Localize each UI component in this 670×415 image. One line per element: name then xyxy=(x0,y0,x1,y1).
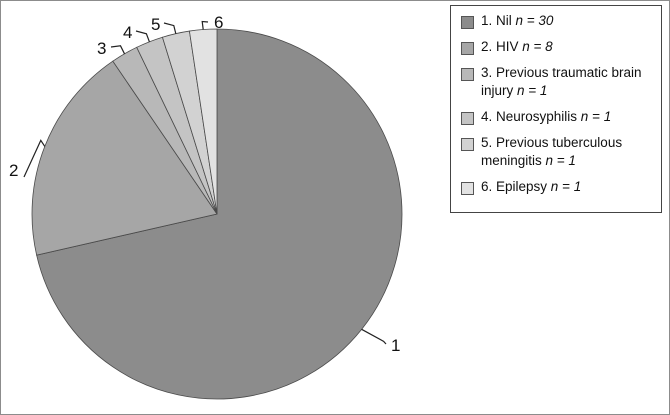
leader-line-5 xyxy=(163,22,177,34)
legend-swatch-2 xyxy=(461,42,474,55)
slice-label-2: 2 xyxy=(9,161,18,180)
legend-label: 3. Previous traumatic brain injury xyxy=(481,65,642,98)
legend-count: n = 1 xyxy=(580,109,612,124)
pie-slice-6 xyxy=(188,28,218,215)
legend-count: n = 30 xyxy=(515,13,554,28)
legend-count: n = 8 xyxy=(522,39,553,54)
legend-item-2: 2. HIV n = 8 xyxy=(461,38,655,56)
legend-swatch-4 xyxy=(461,112,474,125)
legend-swatch-6 xyxy=(461,182,474,195)
leader-line-3 xyxy=(110,45,126,55)
legend-count: n = 1 xyxy=(517,83,548,98)
leader-line-1 xyxy=(361,328,387,345)
legend: 1. Nil n = 30 2. HIV n = 8 3. Previous tra… xyxy=(450,5,662,213)
legend-item-6: 6. Epilepsy n = 1 xyxy=(461,178,655,196)
legend-label: 2. HIV xyxy=(481,39,523,54)
legend-text-1: 1. Nil n = 30 xyxy=(481,12,553,30)
leader-line-4 xyxy=(135,30,150,43)
legend-swatch-5 xyxy=(461,138,474,151)
legend-text-6: 6. Epilepsy n = 1 xyxy=(481,178,581,196)
slice-label-3: 3 xyxy=(97,39,106,58)
legend-count: n = 1 xyxy=(550,179,582,194)
leader-line-6 xyxy=(201,20,209,30)
legend-swatch-1 xyxy=(461,16,474,29)
legend-text-4: 4. Neurosyphilis n = 1 xyxy=(481,108,611,126)
legend-label: 1. Nil xyxy=(481,13,516,28)
pie-slice-2 xyxy=(31,60,218,256)
legend-item-5: 5. Previous tuberculous meningitis n = 1 xyxy=(461,134,655,170)
legend-label: 4. Neurosyphilis xyxy=(481,109,581,124)
slice-label-1: 1 xyxy=(391,336,400,355)
slice-label-5: 5 xyxy=(151,15,160,34)
slice-label-4: 4 xyxy=(123,23,132,42)
legend-text-2: 2. HIV n = 8 xyxy=(481,38,553,56)
legend-text-5: 5. Previous tuberculous meningitis n = 1 xyxy=(481,134,655,170)
legend-text-3: 3. Previous traumatic brain injury n = 1 xyxy=(481,64,655,100)
legend-item-4: 4. Neurosyphilis n = 1 xyxy=(461,108,655,126)
leader-line-2 xyxy=(23,139,46,178)
legend-item-1: 1. Nil n = 30 xyxy=(461,12,655,30)
legend-item-3: 3. Previous traumatic brain injury n = 1 xyxy=(461,64,655,100)
legend-label: 6. Epilepsy xyxy=(481,179,551,194)
legend-count: n = 1 xyxy=(545,153,576,168)
legend-swatch-3 xyxy=(461,68,474,81)
legend-label: 5. Previous tuberculous meningitis xyxy=(481,135,623,168)
slice-label-6: 6 xyxy=(214,13,223,32)
